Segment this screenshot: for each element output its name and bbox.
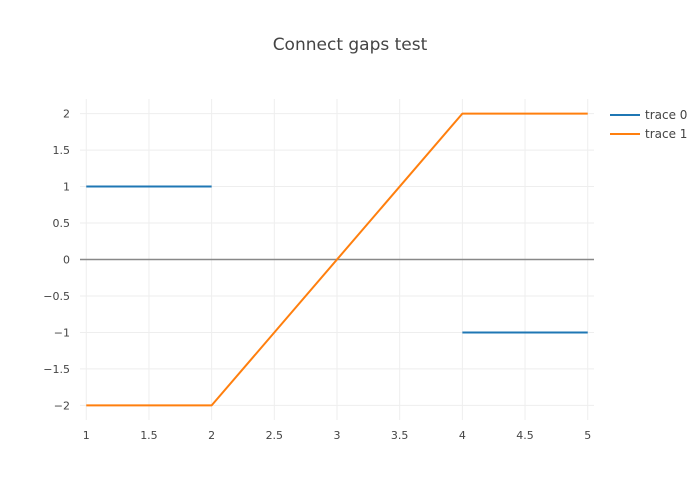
legend-item-trace-0[interactable]: trace 0 bbox=[610, 108, 687, 122]
x-tick-label: 4 bbox=[459, 429, 466, 442]
x-tick-label: 3 bbox=[334, 429, 341, 442]
y-tick-label: 0 bbox=[63, 254, 70, 267]
x-tick-label: 1.5 bbox=[140, 429, 158, 442]
x-tick-label: 2 bbox=[208, 429, 215, 442]
y-tick-label: 1.5 bbox=[53, 144, 71, 157]
x-tick-label: 4.5 bbox=[516, 429, 534, 442]
legend-label: trace 1 bbox=[645, 127, 687, 141]
y-tick-label: 0.5 bbox=[53, 217, 71, 230]
legend[interactable]: trace 0 trace 1 bbox=[610, 108, 687, 141]
y-axis-ticks: 2 1.5 1 0.5 0 −0.5 −1 −1.5 −2 bbox=[43, 108, 70, 413]
y-tick-label: −2 bbox=[54, 399, 70, 412]
x-tick-label: 3.5 bbox=[391, 429, 409, 442]
x-axis-ticks: 1 1.5 2 2.5 3 3.5 4 4.5 5 bbox=[83, 429, 591, 442]
y-tick-label: −1.5 bbox=[43, 363, 70, 376]
x-tick-label: 1 bbox=[83, 429, 90, 442]
y-tick-label: −0.5 bbox=[43, 290, 70, 303]
legend-label: trace 0 bbox=[645, 108, 687, 122]
legend-item-trace-1[interactable]: trace 1 bbox=[610, 127, 687, 141]
y-tick-label: 2 bbox=[63, 108, 70, 121]
x-tick-label: 5 bbox=[584, 429, 591, 442]
x-tick-label: 2.5 bbox=[266, 429, 284, 442]
chart-title: Connect gaps test bbox=[273, 35, 428, 55]
series-line-trace-1 bbox=[86, 112, 588, 407]
series-layer bbox=[86, 112, 588, 407]
y-tick-label: 1 bbox=[63, 181, 70, 194]
y-tick-label: −1 bbox=[54, 326, 70, 339]
